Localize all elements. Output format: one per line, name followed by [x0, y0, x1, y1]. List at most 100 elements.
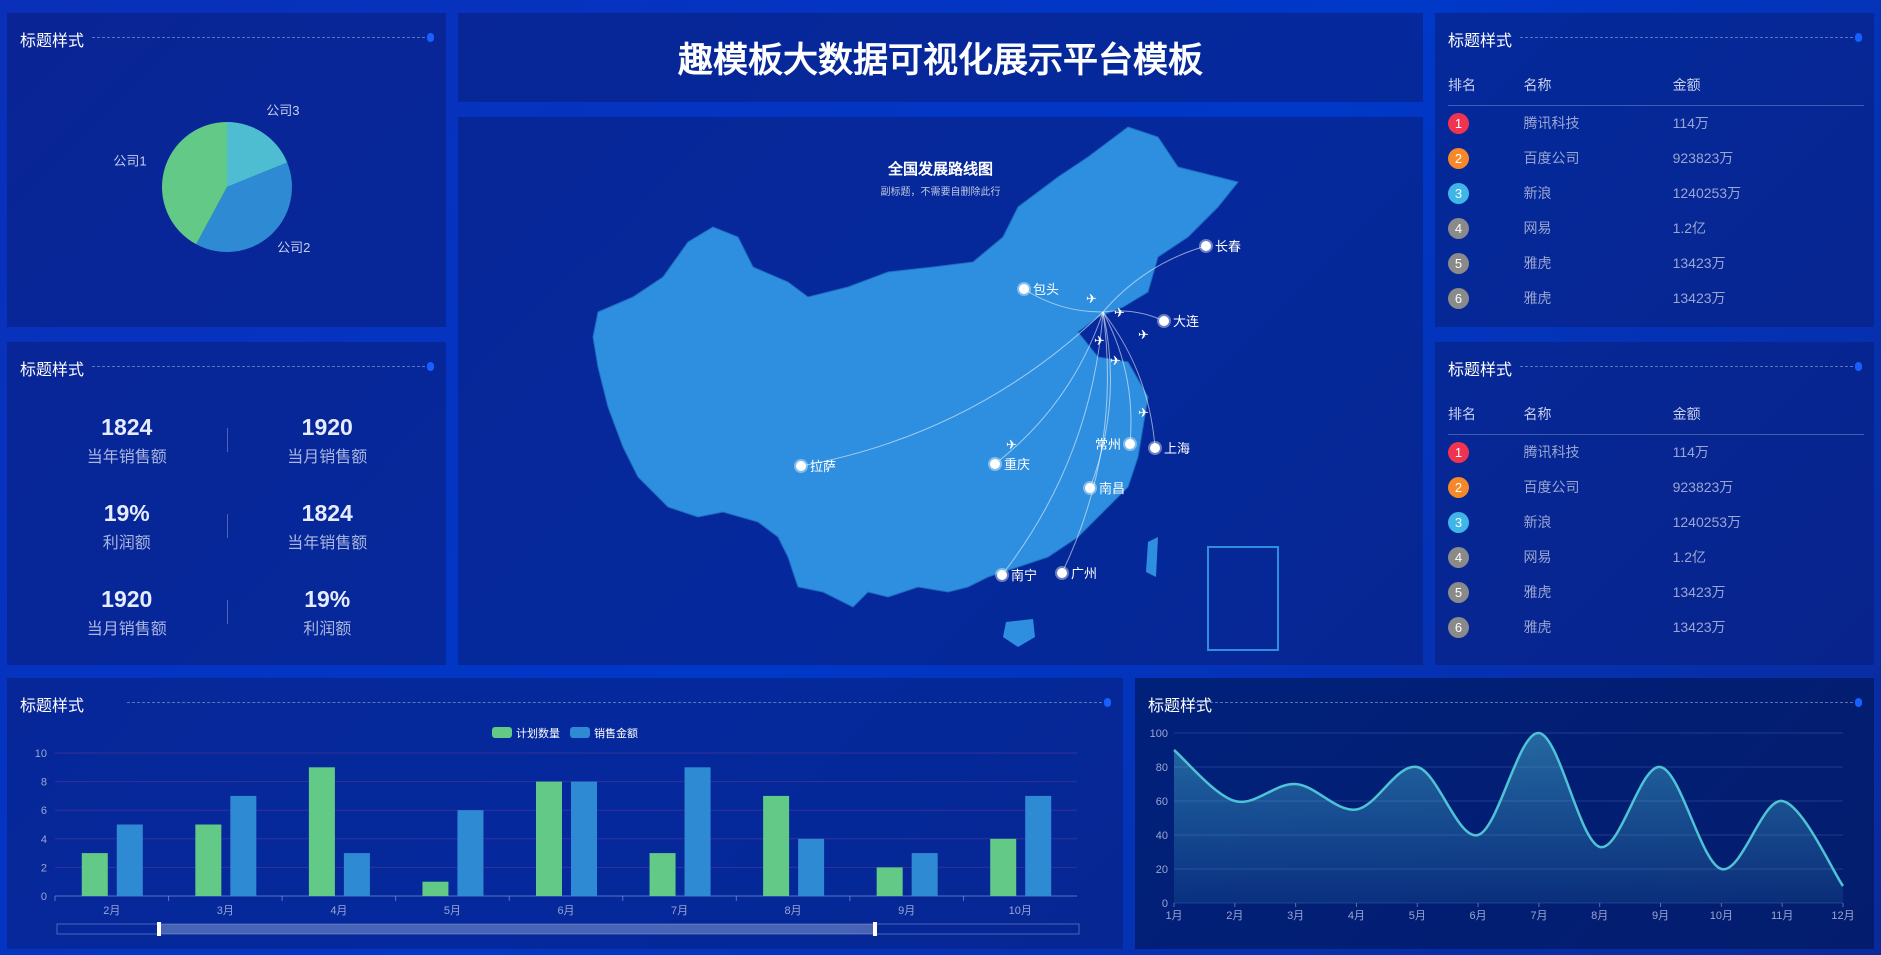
pie-label: 公司2	[277, 240, 310, 255]
amount: 1.2亿	[1672, 220, 1707, 236]
route-line	[1102, 245, 1207, 313]
kpi-grid: 1824 当年销售额 1920 当月销售额 19% 利润额 1824 当年销售额 1920 当月销…	[27, 397, 427, 655]
y-tick-label: 20	[1156, 864, 1168, 876]
table-row[interactable]: 3 新浪 1240253万	[1448, 505, 1864, 540]
x-tick-label: 4月	[330, 905, 347, 917]
legend-label[interactable]: 计划数量	[516, 727, 560, 740]
bar[interactable]	[457, 810, 484, 896]
amount: 13423万	[1672, 619, 1726, 635]
pie-slice[interactable]	[196, 162, 292, 252]
bar[interactable]	[876, 867, 903, 896]
bar[interactable]	[571, 781, 597, 896]
bar[interactable]	[81, 853, 108, 896]
kpi-label: 当年销售额	[287, 534, 368, 552]
city-label: 上海	[1164, 441, 1190, 456]
table-row[interactable]: 1 腾讯科技 114万	[1448, 106, 1864, 141]
area-fill	[1174, 732, 1843, 903]
title-divider	[1520, 37, 1858, 38]
bar[interactable]	[1025, 795, 1052, 896]
rank-badge: 2	[1448, 147, 1469, 169]
x-tick-label: 1月	[1165, 910, 1182, 922]
table-row[interactable]: 6 雅虎 13423万	[1448, 281, 1864, 316]
title-divider	[92, 366, 430, 367]
route-line	[800, 311, 1104, 467]
bar[interactable]	[911, 853, 938, 896]
rank-badge: 5	[1448, 252, 1469, 274]
city-dot[interactable]	[1148, 441, 1162, 455]
table-row[interactable]: 2 百度公司 923823万	[1448, 470, 1864, 505]
y-tick-label: 2	[41, 862, 47, 874]
bar[interactable]	[116, 824, 143, 897]
hainan-island	[1003, 619, 1035, 647]
table-row[interactable]: 5 雅虎 13423万	[1448, 246, 1864, 281]
kpi-value: 19%	[103, 499, 150, 526]
kpi-separator	[226, 428, 228, 452]
bar[interactable]	[230, 795, 257, 896]
table-row[interactable]: 4 网易 1.2亿	[1448, 540, 1864, 575]
bar[interactable]	[536, 781, 562, 896]
legend-swatch[interactable]	[492, 727, 512, 738]
company-name: 雅虎	[1523, 619, 1552, 635]
bar[interactable]	[990, 838, 1017, 896]
zoom-slider-handle[interactable]	[157, 922, 161, 936]
x-tick-label: 5月	[1409, 910, 1426, 922]
legend-label[interactable]: 销售金额	[594, 726, 638, 740]
bar[interactable]	[649, 853, 676, 896]
kpi-label: 当年销售额	[86, 448, 167, 466]
rank-badge: 5	[1448, 581, 1469, 603]
x-tick-label: 10月	[1009, 905, 1032, 917]
amount: 114万	[1672, 115, 1709, 132]
city-dot[interactable]	[1123, 437, 1137, 451]
amount: 13423万	[1672, 290, 1726, 306]
company-name: 雅虎	[1523, 290, 1552, 306]
bar[interactable]	[684, 767, 711, 896]
zoom-slider-window[interactable]	[159, 924, 875, 934]
plane-icon: ✈	[1114, 305, 1125, 320]
x-tick-label: 9月	[898, 905, 915, 917]
table-row[interactable]: 3 新浪 1240253万	[1448, 176, 1864, 211]
y-tick-label: 80	[1156, 762, 1168, 774]
table-row[interactable]: 1 腾讯科技 114万	[1448, 435, 1864, 470]
bar[interactable]	[343, 853, 370, 896]
column-header: 名称	[1523, 65, 1673, 106]
city-dot[interactable]	[1157, 314, 1171, 328]
amount: 1.2亿	[1672, 549, 1707, 565]
bar[interactable]	[308, 767, 335, 896]
table-row[interactable]: 2 百度公司 923823万	[1448, 141, 1864, 176]
plane-icon: ✈	[1086, 291, 1097, 306]
pie-slice[interactable]	[162, 122, 227, 245]
table-row[interactable]: 6 雅虎 13423万	[1448, 610, 1864, 645]
legend-swatch[interactable]	[570, 727, 590, 738]
rank-badge: 6	[1448, 287, 1469, 309]
bar[interactable]	[798, 838, 825, 896]
title-dot	[427, 362, 434, 371]
title-dot	[1855, 362, 1862, 371]
city-dot[interactable]	[995, 568, 1009, 582]
table-row[interactable]: 5 雅虎 13423万	[1448, 575, 1864, 610]
table-header: 排名 名称 金额	[1448, 65, 1864, 106]
china-mainland	[592, 126, 1239, 608]
zoom-slider-handle[interactable]	[873, 922, 877, 936]
city-dot[interactable]	[1017, 282, 1031, 296]
table-row[interactable]: 4 网易 1.2亿	[1448, 211, 1864, 246]
city-dot[interactable]	[1055, 566, 1069, 580]
kpi-row: 1824 当年销售额 1920 当月销售额	[27, 397, 427, 483]
company-name: 雅虎	[1523, 255, 1552, 271]
route-line	[1001, 311, 1104, 576]
amount: 1240253万	[1672, 514, 1742, 530]
bar[interactable]	[195, 824, 222, 897]
route-line	[1102, 310, 1165, 322]
bar[interactable]	[763, 795, 790, 896]
city-dot[interactable]	[1083, 481, 1097, 495]
ranking-panel-1: 标题样式 排名 名称 金额 1 腾讯科技 114万 2 百度公司 923823万 3 新浪 12402…	[1435, 13, 1874, 327]
company-name: 腾讯科技	[1523, 444, 1580, 461]
city-dot[interactable]	[1199, 239, 1213, 253]
city-label: 南昌	[1099, 481, 1125, 496]
line-series[interactable]	[1173, 731, 1845, 887]
city-dot[interactable]	[794, 459, 808, 473]
pie-slice[interactable]	[227, 122, 288, 187]
company-name: 网易	[1523, 549, 1552, 565]
city-dot[interactable]	[988, 457, 1002, 471]
bar[interactable]	[422, 881, 449, 896]
